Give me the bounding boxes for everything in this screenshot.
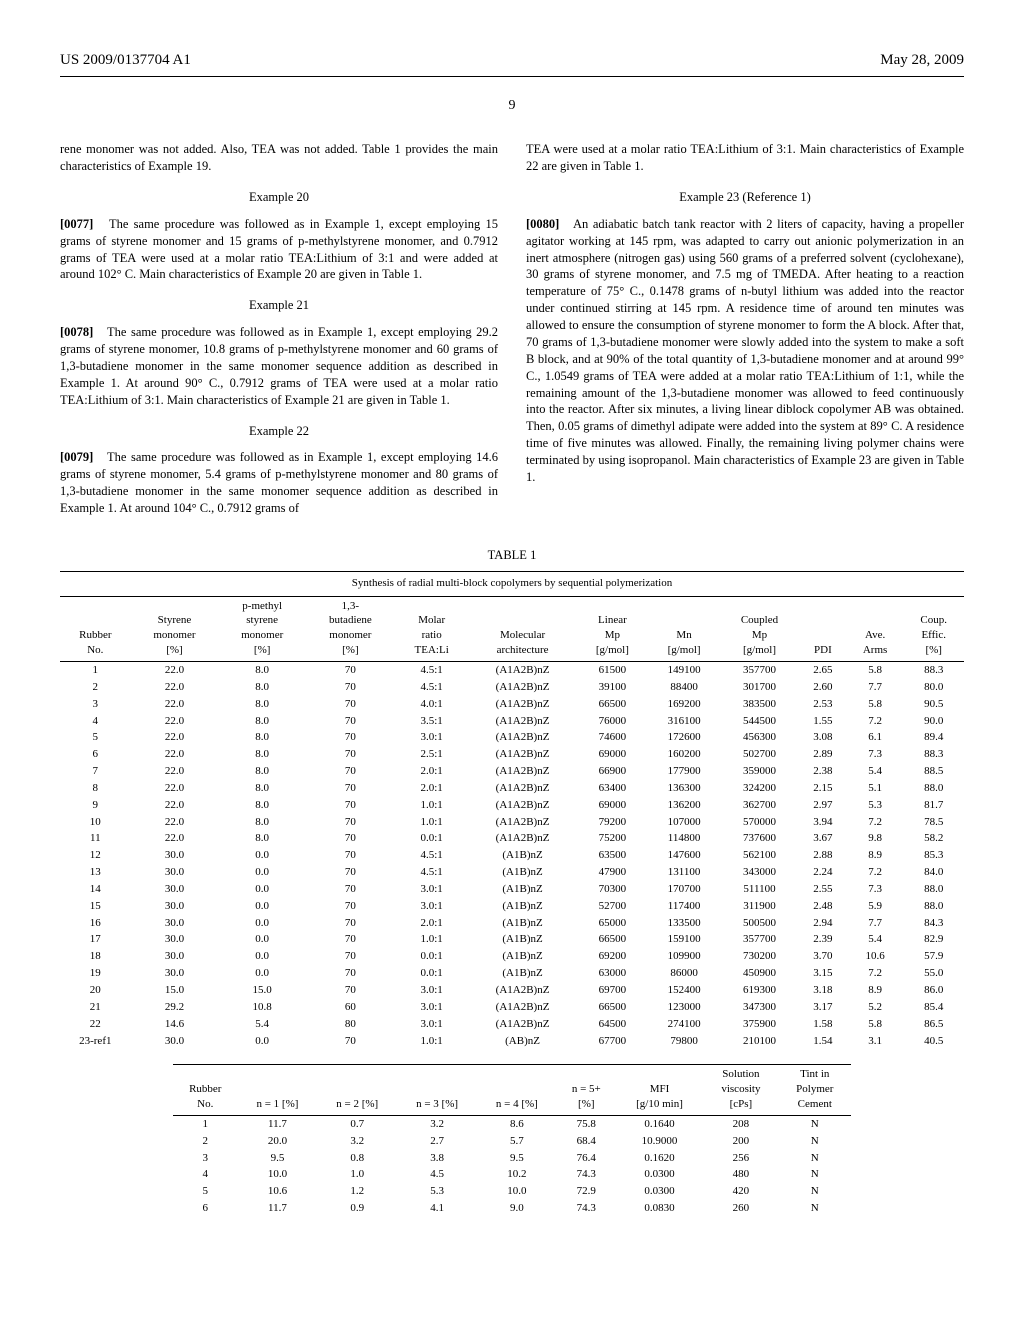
table1-header: Styrenemonomer[%]: [131, 596, 219, 660]
table1-header: LinearMp[g/mol]: [577, 596, 649, 660]
table1-header: 1,3-butadienemonomer[%]: [306, 596, 395, 660]
table2: RubberNo.n = 1 [%]n = 2 [%]n = 3 [%]n = …: [173, 1063, 851, 1217]
table1-header: MolarratioTEA:Li: [395, 596, 469, 660]
table-row: 922.08.0701.0:1(A1A2B)nZ6900013620036270…: [60, 797, 964, 814]
table-row: 2214.65.4803.0:1(A1A2B)nZ645002741003759…: [60, 1016, 964, 1033]
table2-header: Tint inPolymerCement: [779, 1065, 851, 1114]
table-row: 510.61.25.310.072.90.0300420N: [173, 1183, 851, 1200]
page-number: 9: [60, 97, 964, 116]
table1-header: Coup.Effic.[%]: [903, 596, 964, 660]
para-0077-text: The same procedure was followed as in Ex…: [60, 217, 498, 282]
table2-header: n = 2 [%]: [317, 1065, 397, 1114]
table2-header: Solutionviscosity[cPs]: [703, 1065, 778, 1114]
doc-number: US 2009/0137704 A1: [60, 50, 191, 70]
right-column: TEA were used at a molar ratio TEA:Lithi…: [526, 141, 964, 527]
table-row: 1430.00.0703.0:1(A1B)nZ70300170700511100…: [60, 881, 964, 898]
table1-header: PDI: [799, 596, 847, 660]
table-row: 39.50.83.89.576.40.1620256N: [173, 1150, 851, 1167]
table-row: 222.08.0704.5:1(A1A2B)nZ3910088400301700…: [60, 679, 964, 696]
table-row: 122.08.0704.5:1(A1A2B)nZ6150014910035770…: [60, 661, 964, 678]
table2-header: n = 3 [%]: [397, 1065, 477, 1114]
left-column: rene monomer was not added. Also, TEA wa…: [60, 141, 498, 527]
table-row: 1122.08.0700.0:1(A1A2B)nZ752001148007376…: [60, 830, 964, 847]
para-0080-text: An adiabatic batch tank reactor with 2 l…: [526, 217, 964, 484]
table-row: 422.08.0703.5:1(A1A2B)nZ7600031610054450…: [60, 713, 964, 730]
table2-header: MFI[g/10 min]: [616, 1065, 703, 1114]
table-row: 220.03.22.75.768.410.9000200N: [173, 1133, 851, 1150]
pub-date: May 28, 2009: [880, 50, 964, 70]
example-21-title: Example 21: [60, 297, 498, 314]
pnum-0079: [0079]: [60, 450, 93, 464]
table-row: 111.70.73.28.675.80.1640208N: [173, 1115, 851, 1132]
table-row: 1930.00.0700.0:1(A1B)nZ63000860004509003…: [60, 965, 964, 982]
table1-header: Ave.Arms: [847, 596, 904, 660]
example-23-title: Example 23 (Reference 1): [526, 189, 964, 206]
body-columns: rene monomer was not added. Also, TEA wa…: [60, 141, 964, 527]
table-row: 1730.00.0701.0:1(A1B)nZ66500159100357700…: [60, 931, 964, 948]
pnum-0078: [0078]: [60, 325, 93, 339]
pnum-0080: [0080]: [526, 217, 559, 231]
table1-header: Moleculararchitecture: [469, 596, 577, 660]
table1-label: TABLE 1: [60, 547, 964, 564]
table1-header: Mn[g/mol]: [648, 596, 720, 660]
table2-header: n = 5+[%]: [557, 1065, 616, 1114]
table1-header: RubberNo.: [60, 596, 131, 660]
header-divider: [60, 76, 964, 77]
table2-header: n = 1 [%]: [238, 1065, 318, 1114]
table2-header: RubberNo.: [173, 1065, 238, 1114]
table-row: 23-ref130.00.0701.0:1(AB)nZ6770079800210…: [60, 1033, 964, 1050]
table2-header: n = 4 [%]: [477, 1065, 557, 1114]
table-row: 410.01.04.510.274.30.0300480N: [173, 1166, 851, 1183]
table1-caption: Synthesis of radial multi-block copolyme…: [60, 571, 964, 594]
table-row: 1630.00.0702.0:1(A1B)nZ65000133500500500…: [60, 915, 964, 932]
table-row: 2015.015.0703.0:1(A1A2B)nZ69700152400619…: [60, 982, 964, 999]
table1-header: CoupledMp[g/mol]: [720, 596, 799, 660]
table-row: 1830.00.0700.0:1(A1B)nZ69200109900730200…: [60, 948, 964, 965]
table-row: 322.08.0704.0:1(A1A2B)nZ6650016920038350…: [60, 696, 964, 713]
para-0078-text: The same procedure was followed as in Ex…: [60, 325, 498, 407]
table-row: 522.08.0703.0:1(A1A2B)nZ7460017260045630…: [60, 729, 964, 746]
intro-right: TEA were used at a molar ratio TEA:Lithi…: [526, 141, 964, 175]
page-header: US 2009/0137704 A1 May 28, 2009: [60, 50, 964, 70]
table-row: 1022.08.0701.0:1(A1A2B)nZ792001070005700…: [60, 814, 964, 831]
table1: Synthesis of radial multi-block copolyme…: [60, 570, 964, 1050]
pnum-0077: [0077]: [60, 217, 93, 231]
intro-left: rene monomer was not added. Also, TEA wa…: [60, 141, 498, 175]
table-row: 622.08.0702.5:1(A1A2B)nZ6900016020050270…: [60, 746, 964, 763]
table-row: 722.08.0702.0:1(A1A2B)nZ6690017790035900…: [60, 763, 964, 780]
table-row: 1330.00.0704.5:1(A1B)nZ47900131100343000…: [60, 864, 964, 881]
example-22-title: Example 22: [60, 423, 498, 440]
para-0078: [0078] The same procedure was followed a…: [60, 324, 498, 408]
table-row: 822.08.0702.0:1(A1A2B)nZ6340013630032420…: [60, 780, 964, 797]
para-0079: [0079] The same procedure was followed a…: [60, 449, 498, 517]
para-0077: [0077] The same procedure was followed a…: [60, 216, 498, 284]
table-row: 611.70.94.19.074.30.0830260N: [173, 1200, 851, 1217]
table1-header: p-methylstyrenemonomer[%]: [218, 596, 306, 660]
table1-wrap: Synthesis of radial multi-block copolyme…: [60, 570, 964, 1050]
table-row: 1230.00.0704.5:1(A1B)nZ63500147600562100…: [60, 847, 964, 864]
para-0080: [0080] An adiabatic batch tank reactor w…: [526, 216, 964, 486]
table-row: 1530.00.0703.0:1(A1B)nZ52700117400311900…: [60, 898, 964, 915]
example-20-title: Example 20: [60, 189, 498, 206]
para-0079-text: The same procedure was followed as in Ex…: [60, 450, 498, 515]
table-row: 2129.210.8603.0:1(A1A2B)nZ66500123000347…: [60, 999, 964, 1016]
